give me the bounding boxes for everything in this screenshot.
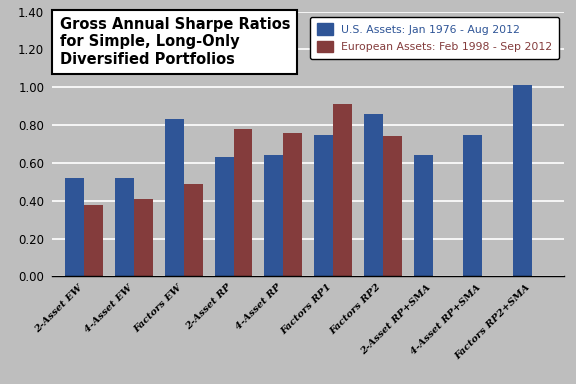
Bar [165,119,184,276]
Bar [115,178,134,276]
Bar [264,156,283,276]
Bar [383,136,401,276]
Bar [184,184,203,276]
Bar [84,205,103,276]
Bar [283,132,302,276]
Bar [134,199,153,276]
Bar [414,156,433,276]
Bar [464,134,482,276]
Bar [215,157,233,276]
Bar [333,104,352,276]
Bar [314,134,333,276]
Text: Gross Annual Sharpe Ratios
for Simple, Long-Only
Diversified Portfolios: Gross Annual Sharpe Ratios for Simple, L… [59,17,290,66]
Bar [65,178,84,276]
Legend: U.S. Assets: Jan 1976 - Aug 2012, European Assets: Feb 1998 - Sep 2012: U.S. Assets: Jan 1976 - Aug 2012, Europe… [310,17,559,59]
Bar [233,129,252,276]
Bar [364,114,383,276]
Bar [513,85,532,276]
